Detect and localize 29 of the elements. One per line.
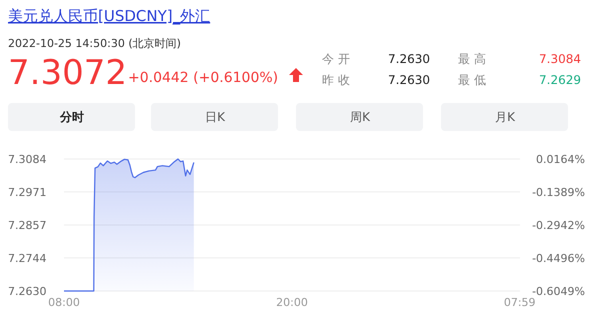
y-tick-label: 7.3084 <box>8 153 46 166</box>
text: 周K <box>350 110 372 124</box>
text: 7.2630 <box>388 52 430 66</box>
y2-tick-label: -0.1389% <box>532 186 585 199</box>
x-tick-label: 07:59 <box>504 296 536 309</box>
text: 7.2630 <box>388 73 430 87</box>
text: +0.0442 (+0.6100%) <box>128 70 278 86</box>
y-tick-label: 7.2630 <box>8 285 46 298</box>
chart-title: 美元兑人民币[USDCNY]_外汇 <box>8 7 210 25</box>
y-tick-label: 7.2744 <box>8 252 46 265</box>
text: 最 低 <box>458 73 486 87</box>
text: 今 开 <box>322 52 350 66</box>
x-tick-label: 08:00 <box>48 296 80 309</box>
x-tick-label: 20:00 <box>276 296 308 309</box>
chart-subtitle: 2022-10-25 14:50:30 (北京时间) <box>8 37 181 50</box>
y2-tick-label: -0.6049% <box>532 285 585 298</box>
y2-tick-label: 0.0164% <box>536 153 585 166</box>
y-tick-label: 7.2971 <box>8 186 46 199</box>
text: 昨 收 <box>322 73 350 87</box>
text: 7.3072 <box>8 53 127 93</box>
text: 7.2629 <box>539 73 581 87</box>
text: 分时 <box>59 110 84 124</box>
y-tick-label: 7.2857 <box>8 219 46 232</box>
y2-tick-label: -0.4496% <box>532 252 585 266</box>
y2-tick-label: -0.2942% <box>532 218 585 232</box>
text: 7.3084 <box>539 52 581 66</box>
text: 日K <box>205 110 226 124</box>
text: 最 高 <box>458 52 486 66</box>
text: 月K <box>495 110 516 124</box>
